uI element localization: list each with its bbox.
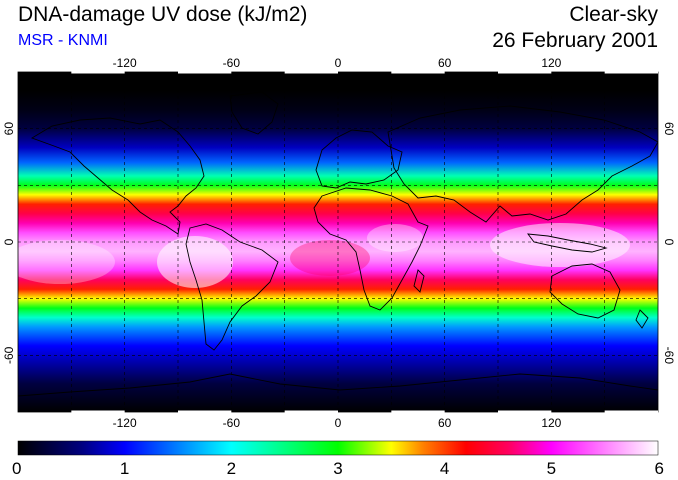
latitude-labels-left: 60 0 -60 (2, 122, 16, 364)
latitude-labels-right: 60 0 -60 (662, 122, 676, 364)
colorbar-tick-label: 6 (655, 459, 664, 478)
coastline-australia (549, 263, 621, 319)
frame-ticks (71, 70, 658, 414)
graticule (18, 72, 658, 412)
latitude-label-right: 0 (662, 239, 676, 246)
date-label: 26 February 2001 (492, 29, 658, 52)
coastline-europe (315, 129, 403, 189)
coastline-madagascar (413, 269, 425, 293)
longitude-label-top: 60 (438, 56, 452, 70)
coastline-antarctica (18, 373, 658, 397)
longitude-labels-top: -120 -60 0 60 120 (113, 56, 562, 70)
coastline-new-zealand (635, 309, 649, 329)
longitude-label-bottom: 60 (438, 416, 452, 430)
longitude-label-top: 120 (541, 56, 561, 70)
south-america-high-dose (157, 236, 233, 288)
data-source-label: MSR - KNMI (18, 32, 108, 49)
coastline-africa (313, 187, 429, 311)
coastline-asia (387, 105, 658, 223)
colorbar-tick-label: 4 (440, 459, 449, 478)
latitude-label-left: -60 (2, 346, 16, 364)
longitude-label-bottom: 0 (335, 416, 342, 430)
latitude-label-left: 60 (2, 122, 16, 136)
africa-high-dose (367, 224, 423, 252)
map-area (18, 72, 658, 412)
latitude-label-right: -60 (662, 347, 676, 365)
longitude-label-top: -60 (223, 56, 241, 70)
colorbar-tick-label: 2 (227, 459, 236, 478)
colorbar-labels: 0 1 2 3 4 5 6 (12, 459, 664, 478)
longitude-label-bottom: 120 (541, 416, 561, 430)
longitude-label-bottom: -60 (223, 416, 241, 430)
colorbar (17, 440, 659, 456)
colorbar-tick-label: 0 (12, 459, 21, 478)
latitude-label-right: 60 (662, 122, 676, 136)
coastline-greenland (229, 91, 279, 135)
coastline-north-america (30, 117, 205, 235)
longitude-label-top: 0 (335, 56, 342, 70)
colorbar-tick-label: 1 (120, 459, 129, 478)
coastline-indonesia (527, 233, 608, 253)
longitude-label-bottom: -120 (113, 416, 137, 430)
map-title: DNA-damage UV dose (kJ/m2) (18, 3, 308, 26)
longitude-label-top: -120 (113, 56, 137, 70)
regional-enhancements (18, 223, 630, 288)
atlantic-lower-dose (290, 240, 370, 276)
sky-condition-label: Clear-sky (569, 3, 658, 26)
longitude-labels-bottom: -120 -60 0 60 120 (113, 416, 562, 430)
east-pacific-high-dose (18, 240, 115, 284)
colorbar-tick-label: 3 (333, 459, 342, 478)
west-pacific-high-dose (490, 223, 630, 267)
latitude-label-left: 0 (2, 238, 16, 245)
colorbar-tick-label: 5 (547, 459, 556, 478)
